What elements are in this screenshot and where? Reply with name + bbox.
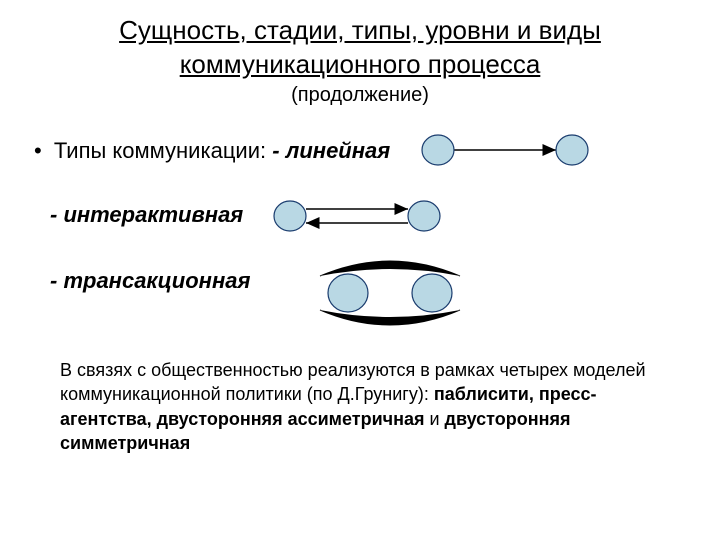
diagram-transactional — [300, 238, 480, 348]
title-line-2: коммуникационного процесса — [0, 48, 720, 81]
node-b — [408, 201, 440, 231]
type-linear-label: - линейная — [272, 138, 390, 163]
para-mid: и — [424, 409, 444, 429]
type-interactive-label: - интерактивная — [50, 202, 243, 227]
line-transactional: - трансакционная — [50, 268, 250, 294]
slide: Сущность, стадии, типы, уровни и виды ко… — [0, 0, 720, 540]
line-interactive: - интерактивная — [50, 202, 243, 228]
type-transactional-label: - трансакционная — [50, 268, 250, 293]
node-a — [328, 274, 368, 312]
subtitle: (продолжение) — [0, 84, 720, 107]
node-a — [422, 135, 454, 165]
node-a — [274, 201, 306, 231]
diagram-linear — [420, 130, 590, 170]
bullet-icon: • — [34, 138, 42, 163]
line-linear: • Типы коммуникации: - линейная — [34, 138, 390, 164]
diagram-interactive — [272, 194, 442, 238]
node-b — [556, 135, 588, 165]
bullet-prefix: Типы коммуникации: — [54, 138, 272, 163]
title-line-1: Сущность, стадии, типы, уровни и виды — [0, 14, 720, 47]
node-b — [412, 274, 452, 312]
paragraph: В связях с общественностью реализуются в… — [60, 358, 660, 455]
